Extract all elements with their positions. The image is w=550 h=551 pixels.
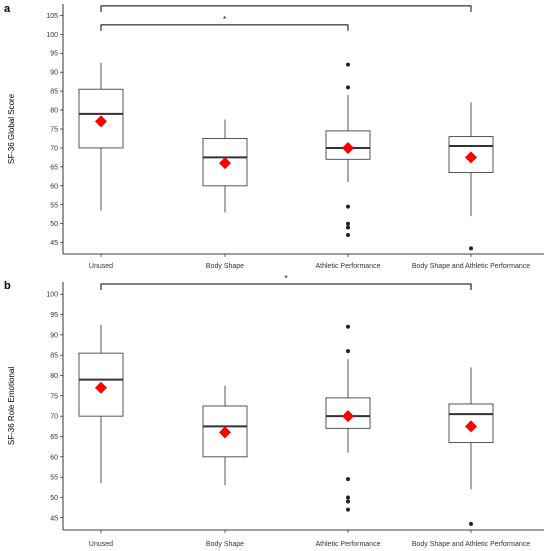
panel-a-mean-marker <box>342 141 354 154</box>
panel-a-y-tick-label: 80 <box>50 108 58 115</box>
panel-a-significance-bracket <box>100 5 472 12</box>
panel-b-mean-marker <box>465 420 477 433</box>
panel-b-y-tick-label: 70 <box>50 414 58 421</box>
panel-b-tag: b <box>4 280 11 292</box>
panel-b-box <box>202 405 248 458</box>
panel-a-y-tick-label: 95 <box>50 51 58 58</box>
panel-a-y-tick-label: 85 <box>50 89 58 96</box>
panel-a-y-tick-label: 70 <box>50 145 58 152</box>
panel-a-outlier-point <box>346 225 350 230</box>
panel-b-y-tick-label: 60 <box>50 454 58 461</box>
panel-a-category-label: Body Shape <box>206 263 244 270</box>
panel-b-mean-marker <box>219 426 231 439</box>
panel-a-y-tick-label: 75 <box>50 127 58 134</box>
panel-a-y-tick-label: 55 <box>50 202 58 209</box>
panel-b-y-tick-label: 65 <box>50 434 58 441</box>
panel-b-mean-marker <box>342 410 354 423</box>
panel-b-y-tick-label: 50 <box>50 495 58 502</box>
panel-b-y-tick-label: 80 <box>50 373 58 380</box>
panel-a-y-tick-label: 65 <box>50 164 58 171</box>
panel-b-category-label: Body Shape <box>206 541 244 548</box>
panel-a-category-label: Athletic Performance <box>316 263 381 270</box>
chart-panel-a: 45 50 55 60 65 70 75 80 85 90 95 100 105 SF-36 Global… <box>7 0 544 270</box>
panel-b-outlier-point <box>346 495 350 500</box>
panel-a-outlier-point <box>346 204 350 209</box>
panel-b-outlier-point <box>346 349 350 354</box>
panel-a-y-tick-label: 50 <box>50 221 58 228</box>
panel-a-y-tick-label: 45 <box>50 240 58 247</box>
panel-a-tag: a <box>4 3 11 15</box>
panel-b-outlier-point <box>346 477 350 482</box>
panel-a-mean-marker <box>465 151 477 164</box>
panel-a-outlier-point <box>346 62 350 67</box>
panel-a-significance-label: ** <box>283 0 289 5</box>
panel-a-outlier-point <box>346 221 350 226</box>
panel-a-significance-label: * <box>223 15 226 24</box>
panel-b-y-axis-label: SF-36 Role Emotional <box>7 367 16 445</box>
panel-b-significance-label: * <box>284 274 287 283</box>
panel-b-y-tick-label: 90 <box>50 332 58 339</box>
panel-a-mean-marker <box>219 157 231 170</box>
panel-a-y-tick-label: 90 <box>50 70 58 77</box>
panel-b-outlier-point <box>346 499 350 504</box>
panel-b-category-label: Athletic Performance <box>316 541 381 548</box>
panel-b-outlier-point <box>346 507 350 512</box>
panel-a-category-label: Body Shape and Athletic Performance <box>412 263 530 270</box>
panel-b-category-label: Body Shape and Athletic Performance <box>412 541 530 548</box>
panel-b-significance-bracket <box>100 283 472 291</box>
panel-a-significance-bracket <box>100 24 349 31</box>
panel-a-y-tick-label: 60 <box>50 183 58 190</box>
panel-b-y-tick-label: 100 <box>46 292 58 299</box>
panel-a-y-axis-label: SF-36 Global Score <box>7 93 16 164</box>
panel-b-outlier-point <box>346 324 350 329</box>
panel-b-y-tick-label: 95 <box>50 312 58 319</box>
panel-b-y-tick-label: 55 <box>50 475 58 482</box>
panel-a-y-tick-label: 100 <box>46 32 58 39</box>
panel-a-outlier-point <box>346 85 350 90</box>
panel-a-category-label: Unused <box>89 263 113 270</box>
panel-a-outlier-point <box>346 233 350 238</box>
panel-a-y-tick-label: 105 <box>46 13 58 20</box>
panel-a-mean-marker <box>95 115 107 128</box>
panel-b-y-tick-label: 45 <box>50 515 58 522</box>
panel-a-outlier-point <box>469 246 473 251</box>
panel-b-mean-marker <box>95 381 107 394</box>
panel-b-y-tick-label: 75 <box>50 393 58 400</box>
panel-b-y-tick-label: 85 <box>50 353 58 360</box>
panel-b-outlier-point <box>469 521 473 526</box>
panel-b-category-label: Unused <box>89 541 113 548</box>
chart-panel-b: 45 50 55 60 65 70 75 80 85 90 95 100 SF-36 Role Emot… <box>7 274 544 548</box>
